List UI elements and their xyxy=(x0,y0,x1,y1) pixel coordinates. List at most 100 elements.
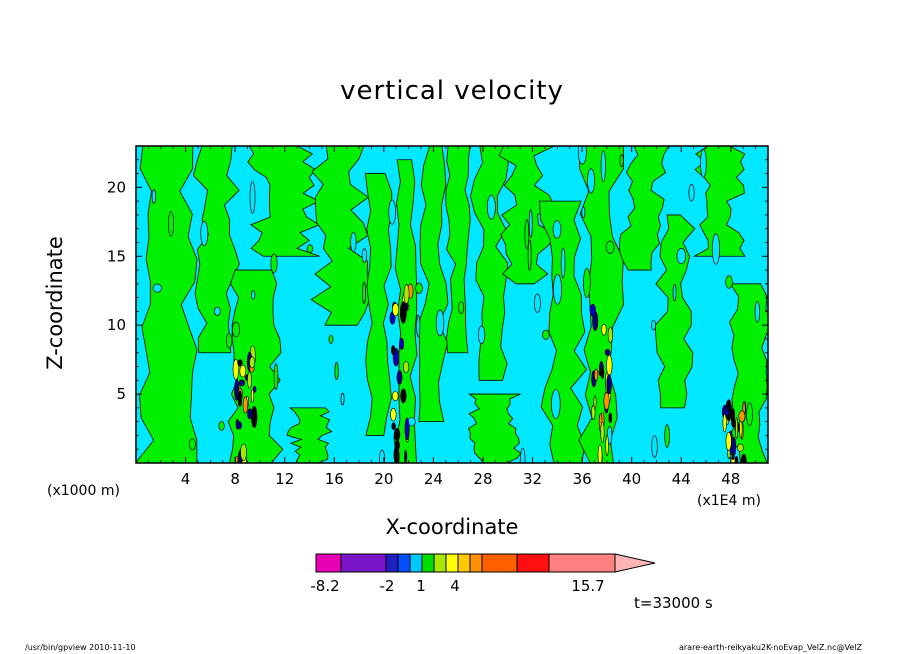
contour-blob xyxy=(200,220,209,246)
core-cell xyxy=(240,443,247,461)
updraft-core xyxy=(232,345,258,463)
x-tick-label: 40 xyxy=(622,470,641,488)
contour-blob xyxy=(388,199,396,225)
core-cell xyxy=(608,412,613,424)
colorbar-segment xyxy=(433,553,447,573)
contour-blob xyxy=(650,320,656,331)
y-tick-label: 10 xyxy=(107,316,126,334)
core-cell xyxy=(390,345,396,356)
x-axis: 4 8 12 16 20 24 28 32 36 40 44 48 xyxy=(147,146,757,488)
core-cell xyxy=(402,361,410,373)
core-cell xyxy=(396,370,403,385)
core-cell xyxy=(605,435,609,457)
x-tick-label: 4 xyxy=(181,470,191,488)
core-cell xyxy=(600,421,605,443)
core-cell xyxy=(247,408,253,420)
positive-band xyxy=(619,146,670,271)
core-cell xyxy=(598,368,605,377)
core-cell xyxy=(404,449,408,463)
contour-blob xyxy=(676,248,687,265)
positive-band xyxy=(192,146,240,354)
colorbar-segment xyxy=(481,553,518,573)
core-cell xyxy=(731,453,735,460)
contour-blob xyxy=(416,314,421,338)
positive-band xyxy=(539,200,588,463)
contour-blob xyxy=(725,275,733,289)
core-cell xyxy=(235,418,240,430)
core-cell xyxy=(235,456,239,463)
contour-blob xyxy=(651,435,658,458)
contour-blob xyxy=(486,194,496,220)
x-tick-label: 8 xyxy=(230,470,240,488)
contour-blob xyxy=(754,301,761,323)
positive-band xyxy=(445,146,471,354)
contour-blob xyxy=(340,392,345,406)
core-cell xyxy=(737,443,744,452)
core-cell xyxy=(589,303,596,317)
contour-blob xyxy=(273,363,279,391)
x-tick-label: 20 xyxy=(374,470,393,488)
colorbar-label: -8.2 xyxy=(310,577,339,595)
contour-blob xyxy=(361,248,367,263)
positive-band xyxy=(498,146,556,285)
core-cell xyxy=(249,356,256,369)
core-cell xyxy=(734,456,739,463)
x-tick-label: 16 xyxy=(325,470,344,488)
contour-blob xyxy=(362,281,366,304)
y-tick-label: 15 xyxy=(107,247,126,265)
colorbar-segment xyxy=(445,553,459,573)
contour-blob xyxy=(168,211,174,237)
core-cell xyxy=(237,390,243,407)
contour-blob xyxy=(587,168,595,194)
contour-blob xyxy=(577,146,587,165)
contour-blob xyxy=(672,284,677,302)
contour-blob xyxy=(415,282,423,294)
x-tick-label: 28 xyxy=(473,470,492,488)
core-cell xyxy=(393,427,401,442)
core-cell xyxy=(591,405,596,420)
core-cell xyxy=(232,359,240,380)
contour-blob xyxy=(458,301,465,314)
contour-blob xyxy=(533,293,541,313)
colorbar-label: -2 xyxy=(380,577,395,595)
colorbar-segment xyxy=(340,553,387,573)
core-cell xyxy=(242,396,248,414)
contour-blob xyxy=(152,283,162,293)
positive-band xyxy=(286,407,333,463)
contour-blob xyxy=(350,232,357,252)
chart-title: vertical velocity xyxy=(340,76,564,106)
contour-blob xyxy=(528,209,533,238)
updraft-core xyxy=(589,303,614,463)
contour-blob xyxy=(188,438,196,451)
positive-band xyxy=(654,214,696,409)
core-cell xyxy=(722,413,727,433)
core-cell xyxy=(251,406,258,428)
positive-band xyxy=(136,146,198,463)
colorbar-segment xyxy=(516,553,550,573)
contour-blob xyxy=(711,233,720,265)
core-cell xyxy=(392,391,399,402)
positive-band xyxy=(364,173,393,436)
contour-blob xyxy=(560,247,566,279)
velocity-field xyxy=(136,146,768,463)
x-axis-unit-right: (x1E4 m) xyxy=(697,493,761,509)
core-cell xyxy=(594,368,599,381)
x-tick-label: 24 xyxy=(424,470,443,488)
contour-blob xyxy=(334,362,339,380)
contour-blob xyxy=(435,309,445,337)
colorbar-label: 1 xyxy=(416,577,426,595)
contour-blob xyxy=(328,334,334,344)
contour-blob xyxy=(746,402,753,427)
contour-blob xyxy=(232,321,240,338)
contour-blob xyxy=(700,149,707,178)
colorbar-segment xyxy=(469,553,483,573)
y-axis: 5 10 15 20 xyxy=(107,159,768,450)
core-cell xyxy=(399,301,407,324)
colorbar-segment xyxy=(315,553,342,573)
footer-left: /usr/bin/gpview 2010-11-10 xyxy=(25,643,136,652)
core-cell xyxy=(239,364,247,378)
contour-blob xyxy=(552,220,562,239)
contour-blob xyxy=(225,333,233,349)
contour-blob xyxy=(664,424,670,448)
